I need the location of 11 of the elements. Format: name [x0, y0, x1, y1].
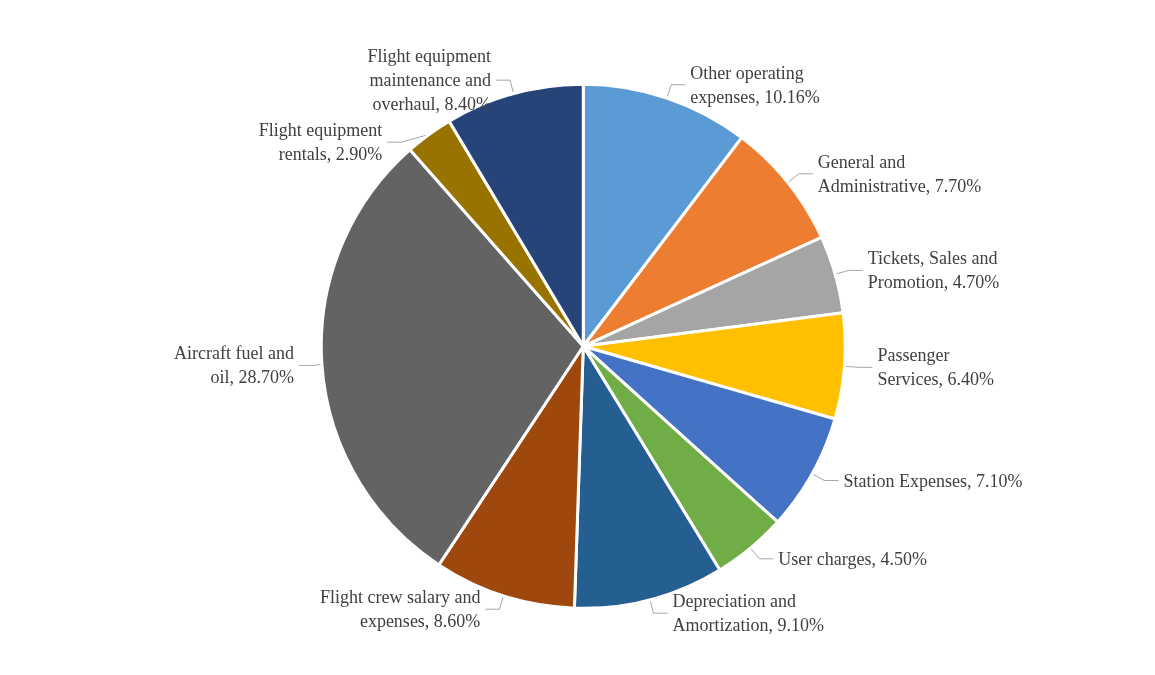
slice-label: Tickets, Sales and Promotion, 4.70% [867, 248, 1000, 293]
slice-label: Flight equipment maintenance and overhaul, 8.40% [367, 46, 492, 115]
slice-label: Flight equipment rentals, 2.90% [258, 120, 383, 165]
slice-label: User charges, 4.50% [778, 548, 927, 569]
slice-label: Aircraft fuel and oil, 28.70% [173, 343, 294, 388]
slice-label: Station Expenses, 7.10% [843, 470, 1023, 491]
slice-label: Flight crew salary and expenses, 8.60% [319, 587, 481, 632]
slice-label: Depreciation and Amortization, 9.10% [672, 591, 824, 636]
slice-label: Passenger Services, 6.40% [877, 345, 994, 390]
slice-label: General and Administrative, 7.70% [817, 151, 982, 196]
slice-label: Other operating expenses, 10.16% [690, 62, 820, 107]
